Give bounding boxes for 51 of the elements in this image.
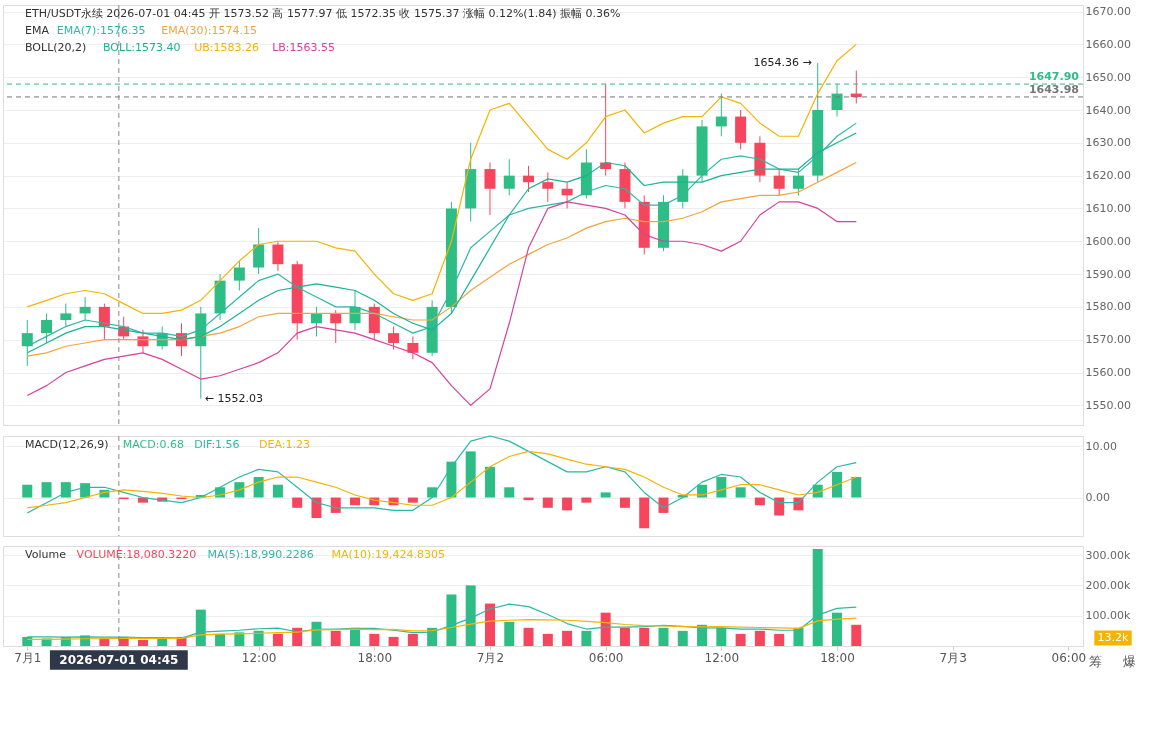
text: EMA(30):1574.15 [161, 24, 257, 37]
y-tick-label: 0.00 [1085, 491, 1110, 505]
x-tick-label: 7月3 [939, 650, 967, 665]
text: EMA(7):1576.35 [56, 24, 146, 37]
text: MACD:0.68 [122, 438, 184, 451]
x-tick-label: 7月2 [476, 650, 505, 665]
y-tick-label: 300.00k [1085, 548, 1131, 562]
x-tick-label: 12:00 [704, 650, 740, 665]
x-tick-label: 06:00 [1051, 650, 1087, 665]
y-tick-label: 10.00 [1085, 439, 1117, 453]
x-tick-label: 18:00 [820, 650, 855, 665]
text: LB:1563.55 [272, 41, 336, 54]
chart-title: ETH/USDT永续 2026-07-01 04:45 开 1573.52 高 1577.97 低 1572.35 收 1575.37 涨幅 0.12%(1.84) 振幅 0.36% [25, 7, 621, 20]
y-tick-label: 200.00k [1085, 578, 1131, 592]
text: MA(5):18,990.2286 [207, 548, 314, 561]
y-tick-label: 1630.00 [1085, 136, 1131, 150]
chart-title: MACD(12,26,9) [25, 438, 109, 451]
y-tick-label: 1620.00 [1085, 169, 1131, 183]
x-tick-label: 7月1 [14, 650, 42, 665]
annotation: EMA [25, 24, 50, 37]
text: 筹 [1089, 654, 1102, 669]
annotation: ← 1552.03 [204, 391, 263, 405]
y-tick-label: 1610.00 [1085, 201, 1131, 215]
y-tick-label: 1590.00 [1085, 267, 1131, 281]
text: DEA:1.23 [259, 438, 310, 451]
x-tick-label: 12:00 [241, 650, 277, 665]
text: BOLL:1573.40 [103, 41, 181, 54]
y-tick-label: 1570.00 [1085, 333, 1131, 347]
text: 爆 [1123, 654, 1136, 669]
ref-line-label: 1647.90 [1028, 70, 1080, 84]
chart-title: Volume [25, 548, 67, 561]
y-tick-label: 1560.00 [1085, 366, 1131, 379]
y-tick-label: 1670.00 [1085, 5, 1131, 19]
x-tick-label: 06:00 [588, 650, 624, 665]
text: VOLUME:18,080.3220 [76, 548, 197, 561]
text: DIF:1.56 [194, 438, 240, 451]
ref-line-label: 1643.98 [1028, 82, 1079, 96]
y-tick-label: 1580.00 [1085, 300, 1131, 314]
annotation: BOLL(20,2) [25, 41, 87, 54]
text: MA(10):19,424.8305 [331, 548, 445, 561]
ref-line-label: 2026-07-01 04:45 [59, 653, 179, 667]
y-tick-label: 1600.00 [1085, 234, 1131, 248]
y-tick-label: 1640.00 [1085, 103, 1131, 117]
text: 13.2k [1097, 631, 1130, 644]
y-tick-label: 100.00k [1085, 609, 1131, 623]
annotation: 1654.36 → [753, 55, 812, 69]
x-tick-label: 18:00 [357, 650, 393, 665]
text: UB:1583.26 [194, 41, 259, 54]
y-tick-label: 1650.00 [1085, 70, 1131, 84]
y-tick-label: 1660.00 [1085, 37, 1131, 51]
y-tick-label: 1550.00 [1085, 398, 1131, 412]
